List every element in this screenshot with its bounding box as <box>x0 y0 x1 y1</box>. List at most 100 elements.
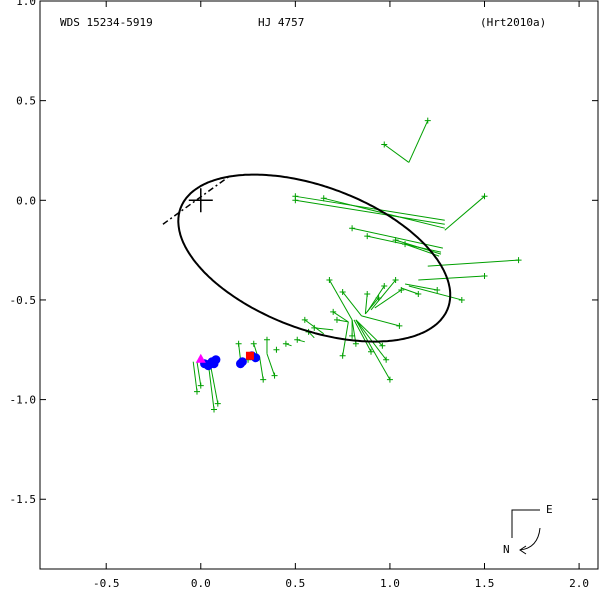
measure-residual-line <box>192 361 198 392</box>
compass-east-label: E <box>546 503 553 516</box>
measure-residual-line <box>304 319 325 335</box>
highlighted-measure-point <box>245 351 254 360</box>
measure-point <box>333 316 340 323</box>
measure-point <box>282 340 289 347</box>
measure-residual-line <box>364 293 368 314</box>
measure-point <box>235 340 242 347</box>
measure-residual-line <box>258 355 264 380</box>
measure-point <box>368 348 375 355</box>
measure-residual-line <box>308 331 315 339</box>
measure-point <box>294 336 301 343</box>
measure-residual-line <box>314 327 334 331</box>
measure-point <box>271 372 278 379</box>
measure-point <box>392 237 399 244</box>
measure-residual-line <box>266 353 276 376</box>
measure-point <box>301 316 308 323</box>
measure-point <box>415 290 422 297</box>
measure-point <box>339 352 346 359</box>
measure-point <box>193 388 200 395</box>
measure-point <box>349 332 356 339</box>
measure-residual-line <box>408 285 462 301</box>
measure-residual-line <box>295 199 445 225</box>
measure-residual-line <box>361 315 400 327</box>
measure-point <box>481 273 488 280</box>
measure-point <box>364 233 371 240</box>
x-tick-label: -0.5 <box>93 577 120 590</box>
measure-residual-line <box>404 283 438 291</box>
measure-residual-line <box>444 195 485 231</box>
y-axis: 1.0 0.5 0.0 -0.5 -1.0 -1.5 <box>10 0 598 506</box>
measure-point <box>402 241 409 248</box>
measure-point <box>481 193 488 200</box>
y-tick-label: 0.0 <box>16 194 36 207</box>
compass-arrow-head <box>519 545 527 555</box>
y-tick-label: -1.5 <box>10 493 37 506</box>
measure-point <box>197 382 204 389</box>
measure-point <box>386 376 393 383</box>
primary-star-marker <box>188 188 213 213</box>
compass: E N <box>503 503 553 556</box>
measure-point <box>339 288 346 295</box>
speckle-point <box>237 357 247 367</box>
measure-point <box>392 277 399 284</box>
measure-point <box>381 282 388 289</box>
x-tick-label: 0.0 <box>191 577 211 590</box>
measure-point <box>260 376 267 383</box>
measure-residual-line <box>418 275 485 281</box>
compass-north-label: N <box>503 543 510 556</box>
measure-point <box>211 406 218 413</box>
measure-residual-line <box>355 319 391 380</box>
measure-point <box>320 195 327 202</box>
x-tick-label: 0.5 <box>285 577 305 590</box>
measure-residual-line <box>408 120 429 163</box>
measure-point <box>434 286 441 293</box>
measure-residual-line <box>383 144 410 163</box>
measure-residual-line <box>353 319 372 353</box>
measure-point <box>330 308 337 315</box>
measure-point <box>381 141 388 148</box>
measure-point <box>214 400 221 407</box>
measure-residual-line <box>196 361 202 386</box>
y-tick-label: -1.0 <box>10 394 37 407</box>
y-tick-label: 0.5 <box>16 95 36 108</box>
measure-point <box>398 286 405 293</box>
measure-point <box>273 346 280 353</box>
measure-point <box>349 225 356 232</box>
measure-residual-line <box>295 195 445 221</box>
measure-point <box>379 342 386 349</box>
measure-point <box>364 290 371 297</box>
speckle-measures <box>195 351 261 371</box>
x-tick-label: 1.0 <box>380 577 400 590</box>
measure-residual-line <box>328 279 353 321</box>
compass-rotation-arrow <box>519 527 541 551</box>
measure-point <box>250 340 257 347</box>
measure-residual-line <box>366 285 385 313</box>
measure-residual-line <box>401 287 419 295</box>
y-tick-label: -0.5 <box>10 294 37 307</box>
reference-label: (Hrt2010a) <box>480 16 546 29</box>
measure-residual-line <box>207 363 215 410</box>
measure-residual-line <box>395 239 442 255</box>
orbit-ellipse <box>177 173 452 343</box>
measure-residual-line <box>209 363 219 404</box>
measure-residual-line <box>351 227 444 249</box>
recent-measure-point <box>195 353 206 363</box>
measure-residual-line <box>370 279 396 311</box>
x-tick-label: 1.5 <box>475 577 495 590</box>
measure-point <box>383 356 390 363</box>
x-tick-label: 2.0 <box>569 577 589 590</box>
measure-residual-line <box>355 319 387 361</box>
primary-star-cross <box>188 188 213 213</box>
measure-residual-line <box>332 311 349 323</box>
wds-id-label: WDS 15234-5919 <box>60 16 153 29</box>
measure-point <box>458 296 465 303</box>
measure-point <box>352 340 359 347</box>
measure-residual-line <box>342 291 362 317</box>
measure-residual-line <box>374 289 402 309</box>
compass-axes <box>511 509 540 538</box>
measure-point <box>396 322 403 329</box>
measure-point <box>263 336 270 343</box>
y-tick-label: 1.0 <box>16 0 36 8</box>
measure-point <box>292 197 299 204</box>
